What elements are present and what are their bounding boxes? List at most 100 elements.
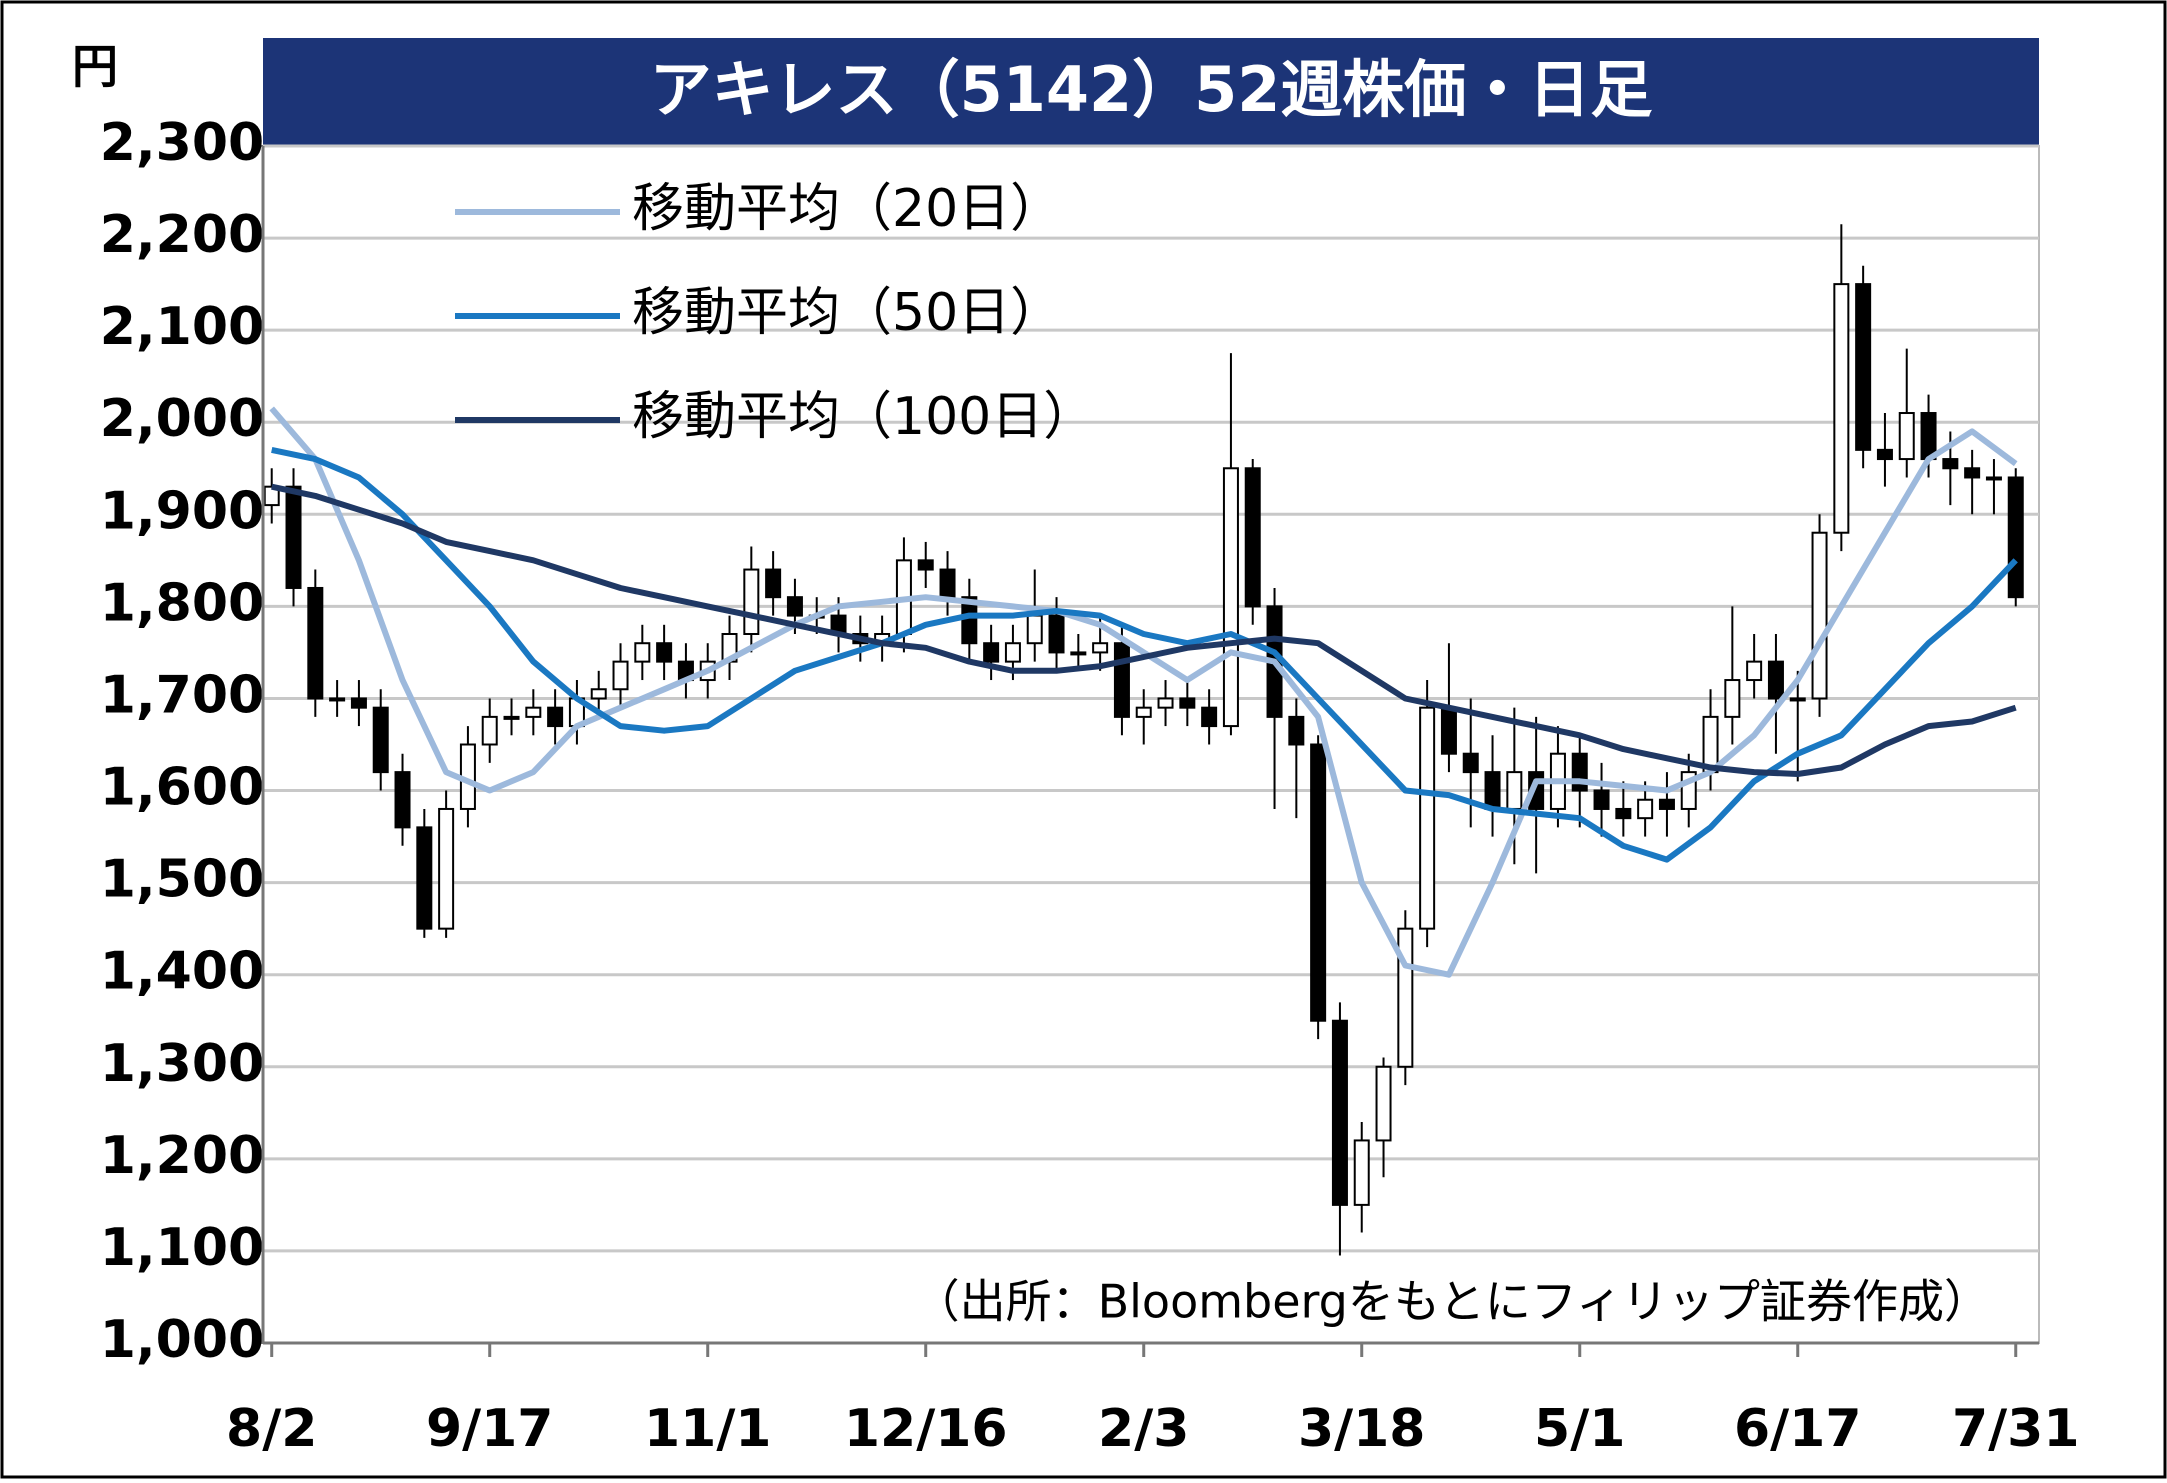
candle-body	[1811, 531, 1828, 700]
candle-body	[481, 715, 498, 746]
candle-body	[1724, 679, 1741, 718]
y-tick-label: 1,300	[100, 1034, 264, 1094]
candle-body	[983, 642, 1000, 663]
candle-body	[612, 660, 629, 691]
candle-body	[1092, 642, 1109, 654]
candle-body	[1985, 476, 2002, 481]
candle-body	[1855, 283, 1872, 451]
candle-body	[743, 568, 760, 636]
candle-body	[1484, 771, 1501, 810]
candle-body	[1571, 752, 1588, 792]
x-tick-label: 12/16	[844, 1399, 1008, 1459]
candle-body	[307, 586, 324, 700]
chart-title: アキレス（5142）52週株価・日足	[650, 53, 1653, 126]
candle-body	[765, 568, 782, 599]
candle-body	[1244, 467, 1261, 608]
candle-body	[416, 826, 433, 930]
candle-body	[1157, 697, 1174, 709]
x-tick-label: 6/17	[1734, 1399, 1862, 1459]
candle-body	[590, 688, 607, 700]
candle-body	[2007, 476, 2024, 599]
candle-body	[1222, 467, 1239, 728]
candle-body	[1201, 706, 1218, 728]
candle-body	[394, 771, 411, 829]
x-tick-label: 9/17	[426, 1399, 554, 1459]
candle-body	[1462, 752, 1479, 774]
x-tick-label: 2/3	[1098, 1399, 1189, 1459]
candle-body	[1767, 660, 1784, 700]
y-tick-label: 1,500	[100, 850, 264, 910]
candle-body	[1506, 771, 1523, 810]
y-tick-label: 2,100	[100, 297, 264, 357]
y-tick-label: 1,200	[100, 1126, 264, 1186]
candle-body	[1004, 642, 1021, 663]
x-tick-label: 8/2	[226, 1399, 317, 1459]
candle-body	[786, 596, 803, 617]
candle-body	[1746, 660, 1763, 682]
y-tick-label: 1,800	[100, 573, 264, 633]
legend-label: 移動平均（50日）	[632, 283, 1062, 343]
candle-body	[1375, 1065, 1392, 1142]
candle-body	[939, 568, 956, 599]
candle-body	[1942, 458, 1959, 470]
moving-average-line	[269, 406, 2018, 978]
x-tick-label: 7/31	[1952, 1399, 2080, 1459]
candle-body	[1179, 697, 1196, 709]
candle-body	[1637, 798, 1654, 820]
candle-body	[1440, 706, 1457, 755]
candle-body	[1113, 642, 1130, 718]
plot-area	[262, 145, 2040, 1344]
candle-body	[503, 715, 520, 720]
y-tick-label: 1,100	[100, 1218, 264, 1278]
candle-body	[1593, 789, 1610, 810]
candle-body	[917, 559, 934, 571]
y-tick-label: 1,400	[100, 942, 264, 1002]
x-tick-label: 5/1	[1534, 1399, 1625, 1459]
y-unit: 円	[72, 40, 118, 94]
y-tick-label: 1,900	[100, 481, 264, 541]
candle-body	[1135, 706, 1152, 718]
x-tick-label: 3/18	[1298, 1399, 1426, 1459]
x-tick-label: 11/1	[644, 1399, 772, 1459]
candle-body	[1876, 448, 1893, 461]
title-bar	[263, 38, 2039, 146]
candle-body	[1658, 798, 1675, 810]
candle-body	[1964, 467, 1981, 479]
moving-average-line	[271, 446, 2018, 863]
y-tick-label: 1,000	[100, 1310, 264, 1370]
candle-body	[1615, 807, 1632, 820]
candle-body	[1898, 412, 1915, 461]
candle-body	[1331, 1019, 1348, 1206]
candle-body	[1419, 706, 1436, 930]
candle-body	[1288, 715, 1305, 746]
candle-body	[350, 697, 367, 709]
candle-body	[329, 697, 346, 702]
candle-body	[1789, 697, 1806, 702]
candle-body	[1397, 927, 1414, 1068]
legend-label: 移動平均（20日）	[632, 179, 1062, 239]
candle-body	[1048, 614, 1065, 654]
candle-body	[547, 706, 564, 728]
y-tick-label: 1,700	[100, 665, 264, 725]
candle-body	[1833, 283, 1850, 534]
candle-body	[961, 596, 978, 645]
moving-average-line	[271, 483, 2017, 777]
candle-body	[656, 642, 673, 663]
candle-body	[1353, 1139, 1370, 1206]
candle-body	[1920, 412, 1937, 461]
candle-body	[1310, 743, 1327, 1022]
candle-body	[634, 642, 651, 663]
candle-body	[1070, 651, 1087, 656]
y-tick-label: 2,200	[100, 205, 264, 265]
candle-body	[372, 706, 389, 774]
y-tick-label: 2,000	[100, 389, 264, 449]
candle-body	[285, 485, 302, 589]
candle-body	[525, 706, 542, 718]
candle-body	[438, 807, 455, 930]
legend-label: 移動平均（100日）	[632, 387, 1095, 447]
candle-body	[1026, 614, 1043, 645]
y-tick-label: 1,600	[100, 758, 264, 818]
source-note: （出所：Bloombergをもとにフィリップ証券作成）	[914, 1275, 1990, 1329]
